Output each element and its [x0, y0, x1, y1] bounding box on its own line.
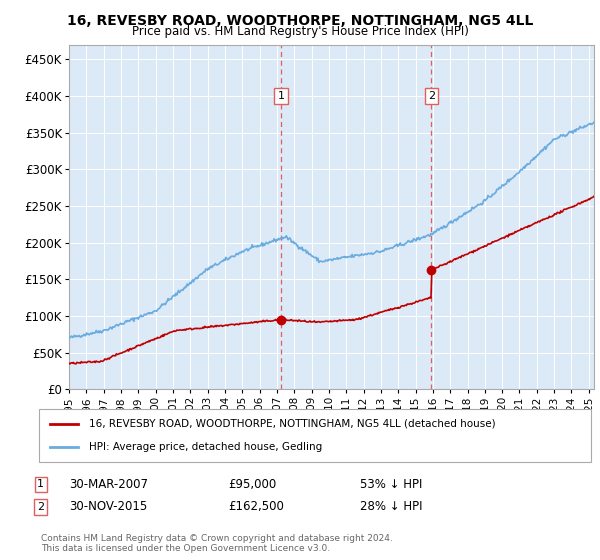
Text: 30-MAR-2007: 30-MAR-2007	[69, 478, 148, 491]
Text: HPI: Average price, detached house, Gedling: HPI: Average price, detached house, Gedl…	[89, 442, 322, 452]
Text: £162,500: £162,500	[228, 500, 284, 514]
Text: 53% ↓ HPI: 53% ↓ HPI	[360, 478, 422, 491]
Text: Contains HM Land Registry data © Crown copyright and database right 2024.
This d: Contains HM Land Registry data © Crown c…	[41, 534, 392, 553]
Text: 2: 2	[428, 91, 435, 101]
Text: 1: 1	[278, 91, 285, 101]
FancyBboxPatch shape	[39, 409, 591, 462]
Text: Price paid vs. HM Land Registry's House Price Index (HPI): Price paid vs. HM Land Registry's House …	[131, 25, 469, 38]
Text: £95,000: £95,000	[228, 478, 276, 491]
Text: 28% ↓ HPI: 28% ↓ HPI	[360, 500, 422, 514]
Text: 16, REVESBY ROAD, WOODTHORPE, NOTTINGHAM, NG5 4LL: 16, REVESBY ROAD, WOODTHORPE, NOTTINGHAM…	[67, 14, 533, 28]
Text: 2: 2	[37, 502, 44, 512]
Text: 30-NOV-2015: 30-NOV-2015	[69, 500, 147, 514]
Text: 1: 1	[37, 479, 44, 489]
Text: 16, REVESBY ROAD, WOODTHORPE, NOTTINGHAM, NG5 4LL (detached house): 16, REVESBY ROAD, WOODTHORPE, NOTTINGHAM…	[89, 419, 496, 429]
